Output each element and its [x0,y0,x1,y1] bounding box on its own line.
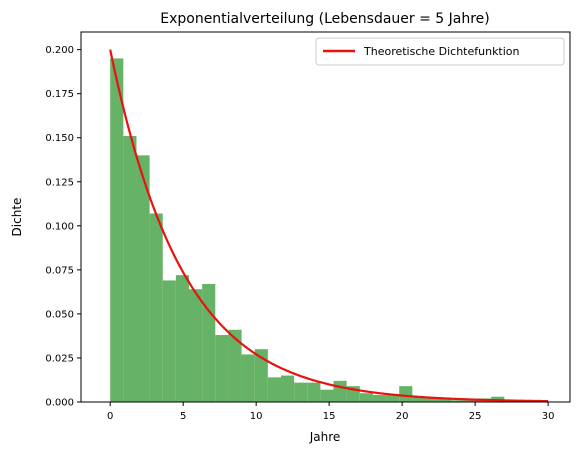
density-curve [109,49,549,403]
x-tick-label: 15 [323,411,336,422]
histogram-bar [412,396,426,402]
histogram-bar [136,155,150,402]
x-tick-label: 0 [107,411,113,422]
histogram-bar [386,394,400,402]
histogram-bar [228,329,242,402]
y-tick-label: 0.075 [45,265,74,276]
histogram-bar [294,382,308,402]
histogram-bar [399,386,413,402]
y-tick-label: 0.150 [45,133,74,144]
histogram-bar [280,375,295,402]
histogram-bar [175,275,190,402]
histogram-bar [149,213,163,402]
histogram-bar [372,394,387,402]
x-axis-label: Jahre [309,430,341,444]
x-tick-label: 10 [250,411,263,422]
legend-box [315,37,565,66]
y-tick-label: 0.050 [45,309,74,320]
x-tick-label: 20 [396,411,409,422]
y-tick-label: 0.125 [45,177,74,188]
chart-title: Exponentialverteilung (Lebensdauer = 5 J… [160,11,490,27]
y-tick-label: 0.200 [45,45,74,56]
histogram-bar [202,283,216,402]
histogram-bar [110,58,124,403]
histogram-bar [438,398,452,402]
histogram-bars [110,58,531,403]
histogram-bar [333,380,347,402]
histogram-bar [189,289,203,402]
x-tick-label: 30 [542,411,555,422]
histogram-bar [425,398,439,402]
histogram-bar [267,377,281,402]
legend: Theoretische Dichtefunktion [315,37,565,66]
histogram-bar [254,349,268,402]
y-tick-label: 0.000 [45,398,74,409]
y-axis: 0.000 0.025 0.050 0.075 0.100 0.125 0.150 0.175… [45,45,81,409]
legend-label: Theoretische Dichtefunktion [363,45,520,58]
density-curve-layer [109,49,549,403]
y-axis-label: Dichte [10,198,24,237]
histogram-bar [162,280,176,402]
x-axis: 0 5 10 15 20 25 30 [107,402,554,422]
histogram-bar [320,389,334,402]
histogram-bar [359,393,373,402]
histogram-bar [123,135,137,402]
y-tick-label: 0.175 [45,89,74,100]
histogram-bar [241,354,255,402]
y-tick-label: 0.100 [45,221,74,232]
x-tick-label: 5 [180,411,186,422]
plot-frame [80,31,571,403]
histogram-bar [215,335,229,402]
y-tick-label: 0.025 [45,353,74,364]
x-tick-label: 25 [469,411,482,422]
histogram-bar [451,400,465,402]
histogram-bar [307,382,321,402]
